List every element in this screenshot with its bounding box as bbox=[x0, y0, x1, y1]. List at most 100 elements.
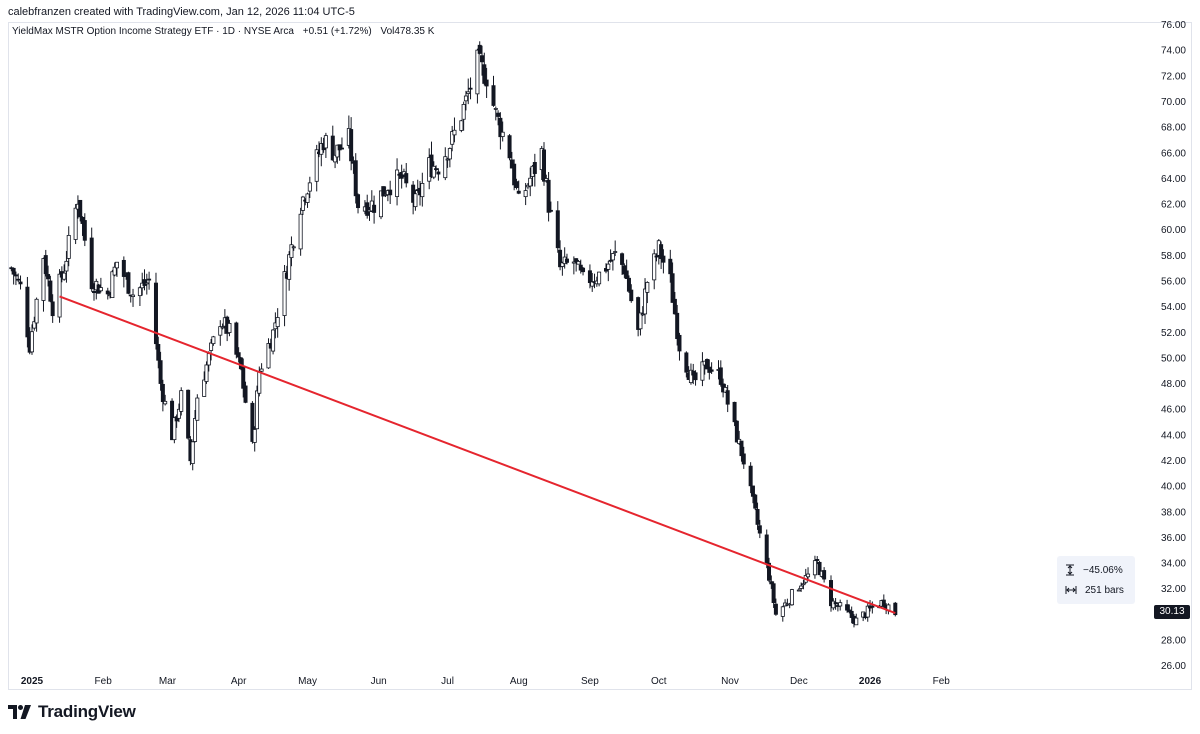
candle-up bbox=[176, 408, 181, 419]
candle-up bbox=[459, 120, 464, 131]
candle-up bbox=[865, 605, 870, 618]
candle-down bbox=[705, 359, 710, 370]
candle-down bbox=[893, 602, 898, 616]
candle-up bbox=[206, 353, 211, 366]
price-tick-label: 62.00 bbox=[1161, 200, 1186, 211]
candle-up bbox=[463, 95, 468, 102]
candle-down bbox=[512, 163, 517, 186]
candle-down bbox=[147, 278, 152, 281]
candle-up bbox=[300, 196, 305, 211]
candle-up bbox=[452, 129, 457, 136]
candle-up bbox=[202, 379, 207, 397]
price-tick-label: 34.00 bbox=[1161, 559, 1186, 570]
candle-down bbox=[349, 129, 354, 162]
candle-up bbox=[780, 606, 785, 617]
price-tick-label: 46.00 bbox=[1161, 405, 1186, 416]
candle-up bbox=[420, 183, 425, 198]
candle-up bbox=[98, 287, 103, 292]
time-tick-label: Nov bbox=[721, 676, 739, 687]
candle-up bbox=[289, 244, 294, 259]
candle-down bbox=[160, 383, 165, 403]
candle-down bbox=[11, 267, 16, 275]
candle-up bbox=[576, 261, 581, 265]
bar-range-icon bbox=[1065, 586, 1077, 594]
candle-up bbox=[323, 135, 328, 149]
candle-up bbox=[211, 336, 216, 345]
volume-value: 478.35 K bbox=[394, 26, 435, 37]
candle-up bbox=[613, 251, 618, 253]
candle-down bbox=[337, 144, 342, 151]
candle-up bbox=[450, 131, 455, 145]
price-tick-label: 50.00 bbox=[1161, 353, 1186, 364]
candle-down bbox=[339, 147, 344, 150]
candle-up bbox=[838, 602, 843, 607]
candle-down bbox=[622, 265, 627, 275]
candle-up bbox=[854, 617, 859, 626]
candle-up bbox=[41, 258, 46, 301]
candle-down bbox=[156, 344, 161, 361]
candle-down bbox=[581, 267, 586, 273]
candle-up bbox=[227, 323, 232, 334]
price-tick-label: 58.00 bbox=[1161, 251, 1186, 262]
candle-up bbox=[144, 282, 149, 285]
candle-down bbox=[734, 420, 739, 443]
time-tick-label: Aug bbox=[510, 676, 528, 687]
candle-down bbox=[829, 580, 834, 607]
price-tick-label: 48.00 bbox=[1161, 379, 1186, 390]
candle-down bbox=[764, 534, 769, 564]
candle-down bbox=[564, 258, 569, 263]
price-range-icon bbox=[1066, 564, 1074, 576]
candle-down bbox=[608, 259, 613, 262]
candle-down bbox=[670, 273, 675, 303]
volume-label: Vol bbox=[380, 26, 395, 37]
candle-up bbox=[252, 429, 257, 443]
candle-up bbox=[266, 343, 271, 369]
candle-down bbox=[845, 604, 850, 611]
candle-up bbox=[799, 585, 804, 589]
candle-up bbox=[131, 294, 136, 297]
candle-down bbox=[468, 87, 473, 90]
candle-up bbox=[652, 253, 657, 281]
chart-credit: calebfranzen created with TradingView.co… bbox=[8, 6, 355, 18]
candle-down bbox=[546, 179, 551, 213]
candle-down bbox=[675, 312, 680, 340]
candle-down bbox=[532, 162, 537, 174]
candle-up bbox=[305, 193, 310, 203]
candle-down bbox=[50, 301, 55, 317]
candle-up bbox=[110, 271, 115, 298]
candle-down bbox=[16, 278, 21, 281]
candle-down bbox=[741, 453, 746, 465]
candle-up bbox=[544, 178, 549, 182]
candle-up bbox=[466, 91, 471, 94]
candle-down bbox=[815, 559, 820, 561]
price-tick-label: 44.00 bbox=[1161, 430, 1186, 441]
candle-down bbox=[496, 112, 501, 117]
candle-down bbox=[13, 274, 18, 277]
candle-up bbox=[34, 298, 39, 324]
candle-down bbox=[174, 416, 179, 422]
candle-down bbox=[574, 258, 579, 263]
candle-up bbox=[172, 417, 177, 441]
candle-down bbox=[709, 369, 714, 372]
candle-up bbox=[209, 342, 214, 351]
tradingview-logo[interactable]: TradingView bbox=[8, 702, 136, 722]
price-tick-label: 32.00 bbox=[1161, 584, 1186, 595]
candle-up bbox=[32, 321, 37, 329]
candle-up bbox=[528, 177, 533, 187]
price-tick-label: 70.00 bbox=[1161, 97, 1186, 108]
candle-up bbox=[378, 190, 383, 218]
candle-up bbox=[445, 158, 450, 161]
candle-up bbox=[560, 262, 565, 267]
candle-up bbox=[204, 364, 209, 382]
time-tick-label: Jun bbox=[371, 676, 387, 687]
candle-down bbox=[491, 85, 496, 106]
candle-up bbox=[179, 390, 184, 412]
candle-down bbox=[105, 290, 110, 295]
candle-up bbox=[610, 253, 615, 261]
candle-down bbox=[668, 258, 673, 275]
candle-up bbox=[413, 193, 418, 208]
candle-down bbox=[718, 367, 723, 385]
price-tick-label: 60.00 bbox=[1161, 225, 1186, 236]
candle-up bbox=[66, 235, 71, 259]
